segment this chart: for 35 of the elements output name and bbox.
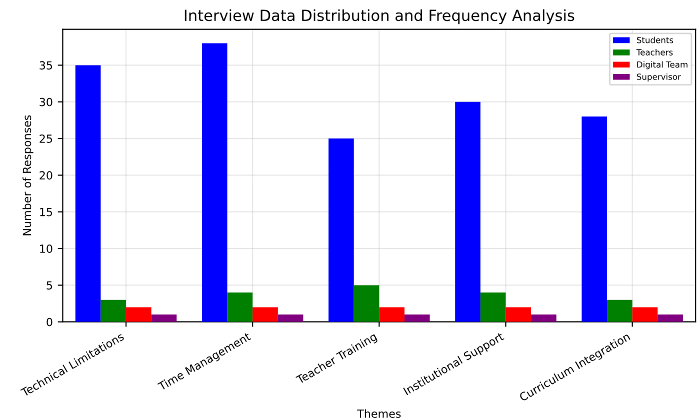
chart-title: Interview Data Distribution and Frequency Analysis	[184, 9, 574, 24]
legend-label: Teachers	[636, 48, 673, 56]
bar	[126, 307, 152, 322]
y-tick-label: 0	[46, 318, 52, 326]
y-tick-label: 10	[40, 244, 52, 253]
bar	[607, 300, 632, 322]
legend-label: Students	[636, 36, 674, 44]
legend-label: Supervisor	[636, 73, 681, 82]
y-tick-label: 15	[40, 208, 52, 216]
bar	[658, 314, 683, 322]
bar	[531, 314, 556, 322]
x-axis-title: Themes	[357, 409, 401, 418]
bar	[379, 307, 404, 322]
y-tick-label: 35	[40, 61, 52, 70]
bar	[632, 307, 658, 322]
y-tick-label: 25	[40, 134, 52, 143]
y-tick-label: 20	[40, 171, 52, 180]
bar	[328, 138, 354, 322]
bar	[480, 292, 506, 322]
y-tick-label: 30	[40, 98, 52, 106]
legend-label: Digital Team	[637, 61, 688, 70]
bar	[100, 300, 126, 322]
bar	[151, 314, 177, 322]
bar	[455, 102, 480, 322]
y-tick-label: 5	[46, 281, 52, 290]
bar	[506, 307, 532, 322]
bar	[278, 314, 304, 322]
bar	[252, 307, 278, 322]
y-axis-title: Number of Responses	[22, 115, 34, 236]
bar	[404, 314, 430, 322]
bar	[75, 65, 101, 322]
bar	[202, 43, 228, 322]
bar	[354, 285, 380, 322]
bar	[582, 116, 608, 322]
bar	[227, 292, 253, 322]
